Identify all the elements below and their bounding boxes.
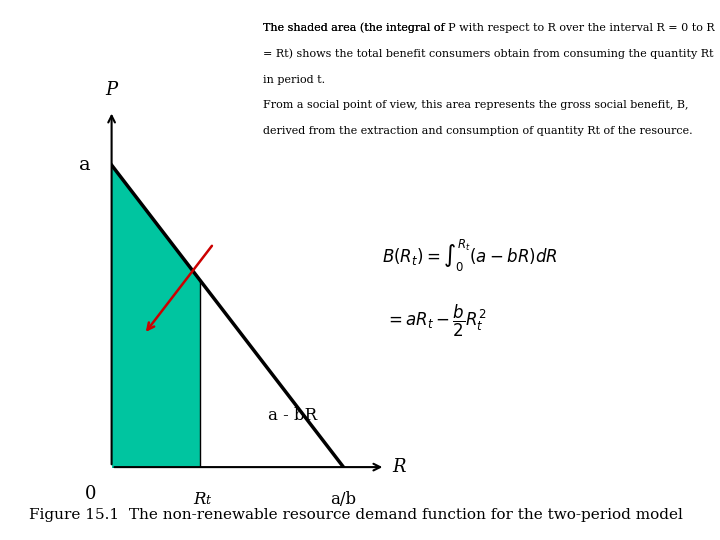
Text: The shaded area (the integral of: The shaded area (the integral of (263, 23, 448, 33)
Text: P: P (106, 80, 117, 99)
Text: = Rt) shows the total benefit consumers obtain from consuming the quantity Rt: = Rt) shows the total benefit consumers … (263, 49, 714, 59)
Text: $B(R_t) = \int_0^{R_t}(a - bR)dR$: $B(R_t) = \int_0^{R_t}(a - bR)dR$ (382, 238, 557, 274)
Text: in period t.: in period t. (263, 75, 325, 85)
Text: derived from the extraction and consumption of quantity Rt of the resource.: derived from the extraction and consumpt… (263, 126, 693, 137)
Text: The shaded area (the integral of P with respect to R over the interval R = 0 to : The shaded area (the integral of P with … (263, 23, 714, 33)
Text: a/b: a/b (330, 491, 356, 508)
Text: a: a (79, 156, 91, 174)
Text: R: R (194, 491, 206, 508)
Text: From a social point of view, this area represents the gross social benefit, B,: From a social point of view, this area r… (263, 100, 688, 111)
Text: R: R (392, 458, 405, 476)
Text: 0: 0 (85, 485, 96, 503)
Text: a - bR: a - bR (268, 407, 317, 424)
Text: t: t (205, 494, 210, 507)
Text: $= aR_t - \dfrac{b}{2}R_t^2$: $= aR_t - \dfrac{b}{2}R_t^2$ (385, 302, 487, 339)
Text: Figure 15.1  The non-renewable resource demand function for the two-period model: Figure 15.1 The non-renewable resource d… (29, 508, 683, 522)
